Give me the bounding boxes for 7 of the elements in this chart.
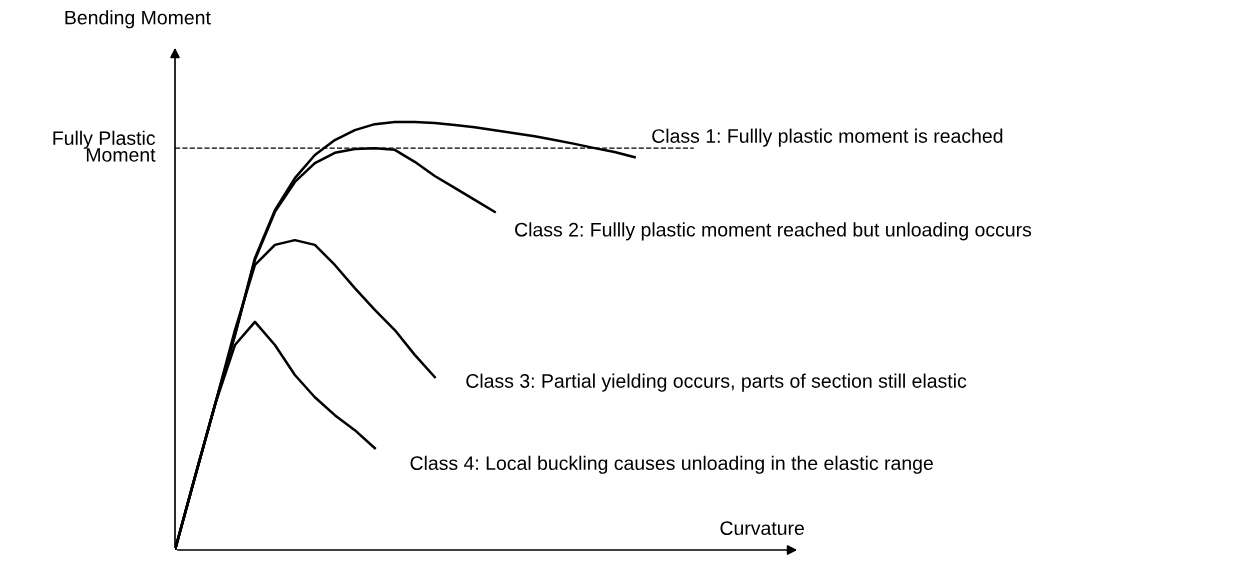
series-label: Class 2: Fullly plastic moment reached but unloading occurs [515,222,1032,241]
series-label: Class 4: Local buckling causes unloading in the elastic range [410,455,933,474]
y-axis-title: Bending Moment [65,10,211,29]
series-label: Class 1: Fullly plastic moment is reached [652,128,1003,147]
series-label: Class 3: Partial yielding occurs, parts of section still elastic [466,373,967,392]
ref-line-label: Fully Plastic Moment [53,130,156,162]
x-axis-title: Curvature [720,521,804,536]
